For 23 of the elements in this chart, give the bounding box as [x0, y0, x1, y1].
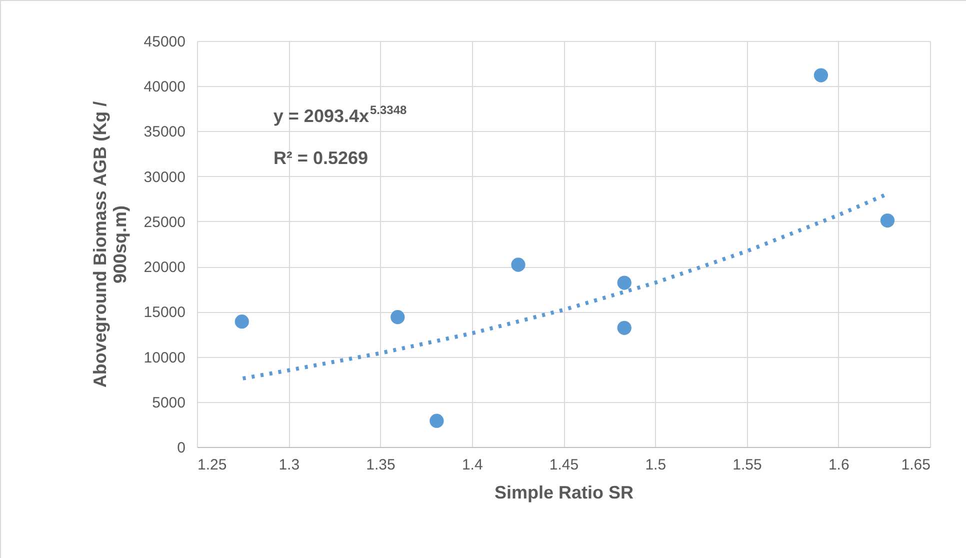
y-tick-label: 5000: [152, 394, 186, 412]
y-tick-label: 30000: [144, 168, 186, 186]
x-axis-title: Simple Ratio SR: [494, 482, 634, 502]
y-tick-label: 45000: [144, 34, 186, 50]
x-tick-label: 1.4: [462, 456, 483, 474]
x-tick-label: 1.5: [645, 456, 666, 474]
x-tick-label: 1.35: [366, 456, 396, 474]
y-tick-label: 20000: [144, 259, 186, 276]
y-tick-label: 10000: [144, 349, 186, 366]
y-tick-label: 25000: [144, 214, 186, 231]
y-tick-label: 35000: [144, 124, 186, 141]
x-tick-label: 1.6: [828, 456, 850, 474]
x-tick-label: 1.65: [901, 456, 930, 474]
annotation: R² = 0.5269: [273, 148, 368, 168]
x-tick-label: 1.25: [198, 456, 227, 474]
x-tick-label: 1.3: [278, 456, 300, 474]
line-series: [240, 193, 886, 380]
x-tick-label: 1.55: [732, 456, 762, 474]
y-tick-label: 40000: [144, 78, 186, 96]
y-tick-label: 15000: [144, 304, 186, 322]
x-tick-label: 1.45: [549, 456, 579, 474]
y-axis-title: Aboveground Biomass AGB (Kg / 900sq.m): [90, 101, 130, 388]
y-tick-label: 0: [177, 440, 186, 456]
